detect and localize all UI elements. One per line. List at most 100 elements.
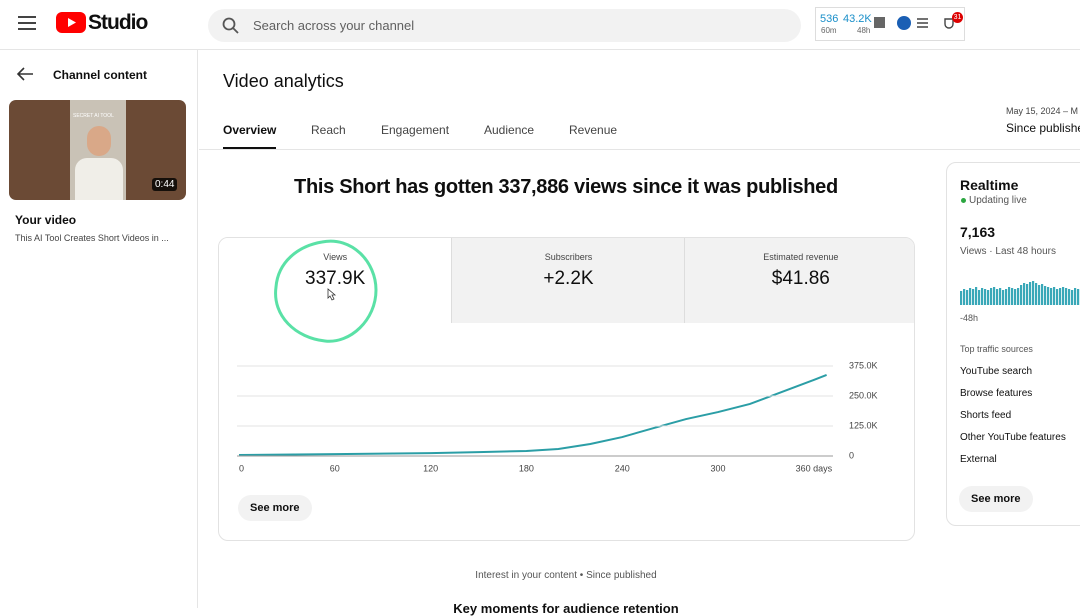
bar [972,289,975,305]
bar [1008,287,1011,305]
tab-underline [223,147,276,149]
tab[interactable]: Engagement [381,123,450,137]
bar [1005,289,1008,305]
x-tick-label: 240 [615,463,630,473]
bar [1068,289,1071,305]
bar [993,287,996,305]
date-label[interactable]: Since publishe [1006,121,1080,135]
menu-icon[interactable] [18,16,36,30]
bar [996,289,999,305]
bar [1020,285,1023,305]
logo-text: Studio [88,11,148,34]
search-placeholder: Search across your channel [253,18,415,33]
metric-label: Subscribers [544,252,593,262]
bar [1044,286,1047,305]
badge: 31 [952,12,963,23]
bar [1062,287,1065,305]
tab[interactable]: Audience [484,123,535,137]
bar [960,291,963,305]
cursor [327,288,337,301]
sources-title: Top traffic sources [960,344,1033,354]
bar [963,289,966,305]
bar [1056,289,1059,305]
y-tick-label: 0 [849,450,854,460]
bar [1017,288,1020,305]
bar [1002,290,1005,305]
live-dot [961,198,966,203]
tabs: Overview Reach Engagement Audience Revenue [199,120,1080,150]
bar [1065,288,1068,305]
page-title: Video analytics [223,71,344,91]
bar [1011,288,1014,305]
y-tick-label: 375.0K [849,360,878,370]
see-more-button[interactable]: See more [959,486,1033,512]
x-tick-label: 0 [239,463,244,473]
bar [975,287,978,305]
metrics: Views 337.9K Subscribers +2.2K Estimated rev… [219,238,914,323]
bar [987,290,990,305]
metric-label: Views [323,252,348,262]
stat-label: 60m [821,26,837,35]
realtime-subtitle[interactable]: Views · Last 48 hours [960,246,1056,257]
tab[interactable]: Reach [311,123,346,137]
video-title: This AI Tool Creates Short Videos in ... [15,233,169,243]
thumbnail-text: SECRET AI TOOL [73,113,114,119]
metric-tile[interactable]: Estimated revenue $41.86 [683,238,914,323]
sidebar: Channel content SECRET AI TOOL 0:44 Your… [0,50,198,608]
bar [1032,281,1035,305]
bar [1014,289,1017,305]
thumbnail-shirt [75,158,123,200]
stat-label: 48h [857,26,871,35]
y-tick-label: 125.0K [849,420,878,430]
bar [1023,283,1026,305]
stat-value: 43.2K [843,13,872,25]
traffic-source[interactable]: Other YouTube features [960,432,1066,443]
traffic-source[interactable]: YouTube search [960,366,1033,377]
date-range: May 15, 2024 – M [1006,106,1079,116]
tab[interactable]: Overview [223,123,277,137]
metric-value: +2.2K [543,268,594,289]
traffic-source[interactable]: Shorts feed [960,410,1012,421]
bar [981,288,984,305]
bar [978,290,981,305]
bar [984,289,987,305]
metric-tile[interactable]: Views 337.9K [219,238,452,323]
bar [1038,285,1041,305]
search-box[interactable]: Search across your channel [208,9,801,42]
bar [1053,287,1056,305]
metric-tile[interactable]: Subscribers +2.2K [451,238,684,323]
realtime-title: Realtime [960,177,1019,193]
stat-icons [874,16,954,30]
metric-label: Estimated revenue [763,252,839,262]
x-tick-label: 180 [519,463,534,473]
live-label: Updating live [969,195,1027,206]
traffic-source[interactable]: Browse features [960,388,1033,399]
bar [999,288,1002,305]
tab[interactable]: Revenue [569,123,618,137]
realtime-count: 7,163 [960,224,996,240]
x-tick-label: 300 [711,463,726,473]
back-icon[interactable] [16,67,34,81]
bar [1047,287,1050,305]
thumbnail-face [87,126,111,156]
your-video: Your video [15,213,77,227]
y-tick-label: 250.0K [849,390,878,400]
thumbnail[interactable]: SECRET AI TOOL 0:44 [9,100,186,200]
bar [1029,282,1032,305]
bar [1026,284,1029,305]
bar [1071,290,1074,305]
traffic-source[interactable]: External [960,454,997,465]
bar [1074,288,1077,305]
back-label[interactable]: Channel content [53,68,148,82]
bar [990,288,993,305]
see-more-button[interactable]: See more [238,495,312,521]
bar [1059,288,1062,305]
metric-value: $41.86 [771,268,830,289]
bar [966,290,969,305]
realtime-card: Realtime Updating live 7,163 Views · Las… [946,162,1080,526]
x-tick-label: 120 [423,463,438,473]
logo-icon[interactable] [56,12,86,33]
section-caption: Interest in your content • Since publish… [475,570,657,581]
